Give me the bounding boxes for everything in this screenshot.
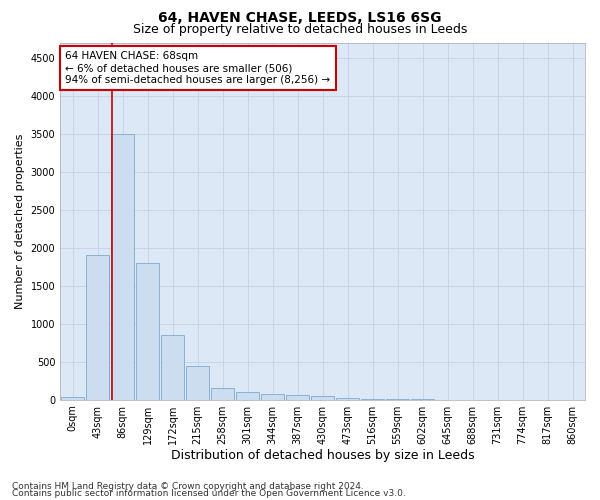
Text: Contains HM Land Registry data © Crown copyright and database right 2024.: Contains HM Land Registry data © Crown c… <box>12 482 364 491</box>
Bar <box>286 395 309 400</box>
Text: 64, HAVEN CHASE, LEEDS, LS16 6SG: 64, HAVEN CHASE, LEEDS, LS16 6SG <box>158 11 442 25</box>
Bar <box>236 392 259 400</box>
Bar <box>86 256 109 400</box>
Bar <box>361 399 384 400</box>
Bar <box>337 398 359 400</box>
Text: 64 HAVEN CHASE: 68sqm
← 6% of detached houses are smaller (506)
94% of semi-deta: 64 HAVEN CHASE: 68sqm ← 6% of detached h… <box>65 52 331 84</box>
Bar <box>136 263 159 400</box>
Bar <box>187 366 209 400</box>
X-axis label: Distribution of detached houses by size in Leeds: Distribution of detached houses by size … <box>171 450 475 462</box>
Bar <box>262 394 284 400</box>
Bar <box>211 388 234 400</box>
Y-axis label: Number of detached properties: Number of detached properties <box>15 134 25 309</box>
Bar <box>161 335 184 400</box>
Text: Size of property relative to detached houses in Leeds: Size of property relative to detached ho… <box>133 22 467 36</box>
Bar <box>112 134 134 400</box>
Bar <box>61 398 84 400</box>
Bar <box>311 396 334 400</box>
Text: Contains public sector information licensed under the Open Government Licence v3: Contains public sector information licen… <box>12 490 406 498</box>
